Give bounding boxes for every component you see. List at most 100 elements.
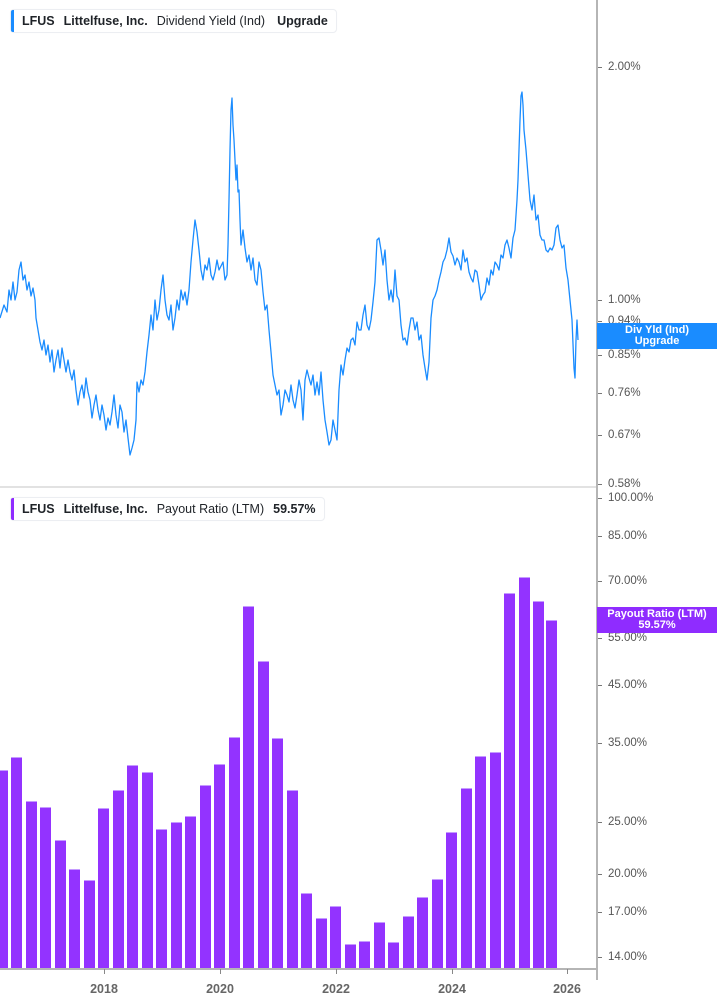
- dividend-yield-line-chart: [0, 91, 579, 456]
- y-tick-mark: [598, 822, 602, 823]
- payout-ratio-bar[interactable]: [287, 790, 298, 968]
- y-tick-label: 45.00%: [608, 679, 648, 691]
- payout-ratio-bar[interactable]: [200, 785, 211, 968]
- payout-ratio-bar[interactable]: [11, 757, 22, 968]
- x-tick-label: 2020: [206, 982, 234, 996]
- y-tick-label: 0.76%: [608, 387, 641, 399]
- y-tick-mark: [598, 912, 602, 913]
- legend-value: 59.57%: [273, 502, 316, 516]
- y-tick-label: 100.00%: [608, 492, 654, 504]
- y-tick-label: 35.00%: [608, 737, 648, 749]
- series-color-swatch: [11, 10, 14, 32]
- payout-ratio-bar[interactable]: [40, 807, 51, 968]
- payout-ratio-bar[interactable]: [374, 922, 385, 968]
- payout-ratio-bar[interactable]: [388, 942, 399, 968]
- y-tick-label: 0.85%: [608, 349, 641, 361]
- payout-ratio-bar[interactable]: [417, 897, 428, 968]
- payout-ratio-bar[interactable]: [55, 840, 66, 968]
- payout-ratio-bar[interactable]: [446, 832, 457, 968]
- series-color-swatch: [11, 498, 14, 520]
- payout-ratio-bar[interactable]: [475, 756, 486, 968]
- payout-ratio-bar[interactable]: [504, 593, 515, 968]
- payout-ratio-bar[interactable]: [243, 606, 254, 968]
- legend-ticker: LFUS: [22, 14, 55, 28]
- y-tick-label: 70.00%: [608, 575, 648, 587]
- payout-ratio-current-badge[interactable]: Payout Ratio (LTM) 59.57%: [597, 607, 717, 633]
- x-tick-mark: [220, 969, 221, 974]
- badge-line-2: 59.57%: [638, 619, 676, 631]
- y-tick-label: 20.00%: [608, 868, 648, 880]
- y-tick-mark: [598, 581, 602, 582]
- payout-ratio-bar[interactable]: [185, 816, 196, 968]
- payout-ratio-bar[interactable]: [214, 764, 225, 968]
- legend-company: Littelfuse, Inc.: [63, 502, 148, 516]
- badge-line-1: Payout Ratio (LTM): [607, 608, 707, 620]
- y-tick-mark: [598, 484, 602, 485]
- legend-metric: Dividend Yield (Ind): [156, 14, 266, 28]
- badge-line-1: Div Yld (Ind): [625, 324, 689, 336]
- payout-ratio-bar[interactable]: [69, 869, 80, 968]
- y-tick-mark: [598, 435, 602, 436]
- dividend-yield-current-badge[interactable]: Div Yld (Ind) Upgrade: [597, 323, 717, 349]
- payout-ratio-bar[interactable]: [533, 601, 544, 968]
- payout-ratio-bar[interactable]: [98, 808, 109, 968]
- y-tick-label: 25.00%: [608, 816, 648, 828]
- x-tick-mark: [567, 969, 568, 974]
- payout-ratio-bar[interactable]: [519, 577, 530, 968]
- y-tick-mark: [598, 743, 602, 744]
- y-tick-mark: [598, 393, 602, 394]
- payout-ratio-bar[interactable]: [316, 918, 327, 968]
- dividend-yield-line: [0, 91, 579, 456]
- payout-ratio-bar[interactable]: [330, 906, 341, 968]
- y-tick-mark: [598, 355, 602, 356]
- x-tick-label: 2026: [553, 982, 581, 996]
- payout-ratio-bar[interactable]: [84, 880, 95, 968]
- payout-ratio-bar[interactable]: [229, 737, 240, 968]
- y-tick-label: 14.00%: [608, 951, 648, 963]
- y-tick-mark: [598, 957, 602, 958]
- payout-ratio-bar[interactable]: [432, 879, 443, 968]
- y-tick-label: 0.58%: [608, 478, 641, 490]
- payout-ratio-bar[interactable]: [359, 941, 370, 968]
- payout-ratio-bar[interactable]: [142, 772, 153, 968]
- legend-upgrade-link[interactable]: Upgrade: [277, 14, 328, 28]
- y-tick-mark: [598, 874, 602, 875]
- legend-metric: Payout Ratio (LTM): [156, 502, 265, 516]
- payout-ratio-bar[interactable]: [546, 620, 557, 968]
- y-axis-line: [596, 0, 598, 980]
- payout-ratio-bar[interactable]: [345, 944, 356, 968]
- legend-ticker: LFUS: [22, 502, 55, 516]
- x-tick-mark: [336, 969, 337, 974]
- y-tick-mark: [598, 67, 602, 68]
- x-tick-label: 2018: [90, 982, 118, 996]
- payout-ratio-legend[interactable]: LFUS Littelfuse, Inc. Payout Ratio (LTM)…: [10, 497, 325, 521]
- y-tick-label: 55.00%: [608, 632, 648, 644]
- panel-divider: [0, 486, 597, 488]
- y-tick-label: 85.00%: [608, 530, 648, 542]
- payout-ratio-bar[interactable]: [461, 788, 472, 968]
- payout-ratio-bar[interactable]: [490, 752, 501, 968]
- y-tick-label: 17.00%: [608, 906, 648, 918]
- payout-ratio-bar[interactable]: [403, 916, 414, 968]
- x-tick-label: 2022: [322, 982, 350, 996]
- payout-ratio-bar[interactable]: [258, 661, 269, 968]
- y-tick-label: 2.00%: [608, 61, 641, 73]
- payout-ratio-bar[interactable]: [26, 801, 37, 968]
- payout-ratio-bar[interactable]: [0, 770, 8, 968]
- legend-company: Littelfuse, Inc.: [63, 14, 148, 28]
- dividend-yield-legend[interactable]: LFUS Littelfuse, Inc. Dividend Yield (In…: [10, 9, 337, 33]
- y-tick-mark: [598, 321, 602, 322]
- y-tick-label: 0.67%: [608, 429, 641, 441]
- x-tick-mark: [452, 969, 453, 974]
- x-tick-mark: [104, 969, 105, 974]
- y-tick-mark: [598, 300, 602, 301]
- payout-ratio-bar[interactable]: [156, 829, 167, 968]
- y-tick-mark: [598, 638, 602, 639]
- payout-ratio-bar[interactable]: [171, 822, 182, 968]
- payout-ratio-bar[interactable]: [272, 738, 283, 968]
- x-tick-label: 2024: [438, 982, 466, 996]
- y-tick-mark: [598, 498, 602, 499]
- payout-ratio-bar[interactable]: [113, 790, 124, 968]
- payout-ratio-bar[interactable]: [127, 765, 138, 968]
- payout-ratio-bar[interactable]: [301, 893, 312, 968]
